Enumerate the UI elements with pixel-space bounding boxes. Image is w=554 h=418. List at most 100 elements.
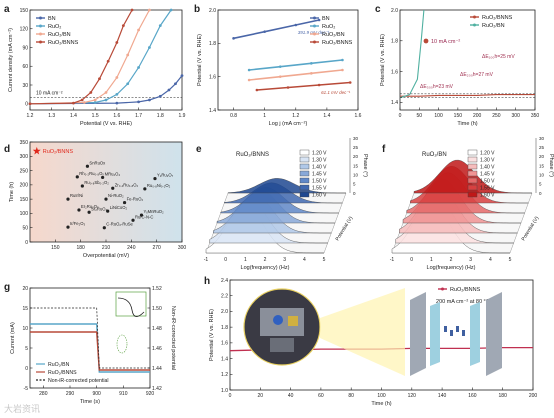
panel-letter: a [4, 4, 10, 15]
inset-box [115, 291, 147, 317]
data-point [80, 98, 84, 102]
data-point [106, 209, 110, 213]
legend-label: BN [322, 16, 330, 22]
legend-label: RuO₂/BN [48, 32, 71, 38]
legend-label: RuO₂/BNNS [48, 40, 79, 46]
light-beam [320, 288, 405, 376]
x-tick-label: 1.3 [48, 113, 55, 119]
tafel-slope-label: 391.9 mV dec⁻¹ [298, 30, 330, 35]
photo-detail [288, 316, 298, 326]
x-tick-label: 1.7 [135, 113, 142, 119]
x-tick-label: 910 [119, 391, 128, 397]
stack-membrane [430, 302, 440, 366]
data-point [286, 86, 290, 89]
data-point [310, 62, 313, 65]
point-label: SnRuOx [89, 160, 106, 165]
z-tick-label: 15 [353, 163, 359, 168]
data-point [153, 176, 157, 181]
x-tick-label: 2 [264, 257, 267, 263]
x-tick-label: 0.8 [230, 113, 237, 119]
data-point [80, 184, 84, 188]
data-point [232, 37, 235, 40]
panel-letter: f [382, 144, 386, 155]
data-point [28, 102, 32, 106]
point-label: RuIr/Ni [70, 193, 83, 198]
legend-label: RuO₂/BNNS [322, 40, 353, 46]
point-label: Er₂Ru₂O₇ [81, 204, 99, 209]
legend-swatch [467, 163, 478, 170]
x-tick-label: 150 [454, 113, 463, 119]
data-point [115, 92, 119, 96]
y-tick-label: 2.0 [209, 8, 216, 14]
x-tick-label: 3 [469, 257, 472, 263]
x-tick-label: 160 [468, 393, 477, 399]
y2-tick-label: 1.48 [152, 326, 162, 332]
x-tick-label: 1.2 [292, 113, 299, 119]
data-point [131, 218, 135, 222]
z-tick-label: 5 [539, 182, 542, 187]
delta-e-annotation: ΔE₃₀₀h=23 mV [420, 84, 454, 90]
legend-label: RuO₂/BNNS [48, 370, 77, 376]
x-tick-label: 0 [399, 113, 402, 119]
legend-label: RuO₂/BN [482, 23, 505, 29]
panel-letter: b [194, 4, 200, 15]
legend-label: 1.60 V [480, 193, 495, 199]
data-point [104, 91, 108, 94]
data-point [104, 197, 108, 201]
series-line-RuO₂ [249, 59, 343, 71]
x-tick-label: 280 [39, 391, 48, 397]
legend-label: 1.55 V [480, 186, 495, 192]
data-point [169, 8, 173, 12]
y-tick-label: 1.8 [209, 41, 216, 47]
series-line-RuO₂/BNNS [30, 331, 150, 371]
y-tick-label: 20 [22, 286, 28, 292]
legend-swatch [299, 163, 310, 170]
x-axis-label: Time (h) [371, 401, 391, 407]
data-point [72, 101, 75, 105]
y-tick-label: 90 [22, 45, 28, 51]
plot-background [30, 142, 182, 242]
data-point [115, 101, 119, 105]
legend-swatch [299, 184, 310, 191]
stack-component [450, 330, 453, 336]
legend-swatch [467, 170, 478, 177]
y-tick-label: 15 [22, 306, 28, 312]
legend-swatch [467, 177, 478, 184]
y-tick-label: 0 [25, 102, 28, 108]
watermark: 大岩资讯 [4, 405, 41, 415]
legend-marker [39, 32, 42, 36]
series-line-BN [233, 19, 320, 40]
point-label: Ru₀.₈Sb₀.₂O₂ [84, 180, 109, 185]
plot-frame [29, 287, 151, 389]
y2-axis-label: Non-iR-corrected potential [170, 306, 176, 370]
z-tick-label: 10 [353, 172, 359, 177]
data-point [139, 213, 144, 217]
y-tick-label: 1.4 [209, 108, 216, 114]
legend-label: RuO₂ [322, 24, 335, 30]
data-point [143, 187, 147, 191]
data-point [158, 24, 162, 28]
legend-marker [313, 32, 316, 36]
highlight-label: RuO₂/BNNS [43, 149, 74, 155]
point-label: Ru₀.₈Ni₀.₂O₂ [147, 183, 171, 188]
data-point [167, 88, 171, 92]
legend-label: RuO₂/BN [48, 362, 70, 368]
data-point [247, 68, 251, 72]
stack-component [462, 330, 465, 336]
point-label: C-RuO₂-RuSe [106, 222, 133, 227]
data-point [158, 94, 162, 98]
x-tick-label: 1.6 [355, 113, 362, 119]
legend-marker [39, 16, 42, 20]
x-tick-label: 40 [288, 393, 294, 399]
y-tick-label: 1.4 [221, 356, 228, 362]
x-tick-label: 900 [92, 391, 101, 397]
y-tick-label: 150 [20, 197, 29, 203]
y-tick-label: 0 [25, 240, 28, 246]
data-point [85, 164, 90, 168]
x-tick-label: 240 [127, 245, 136, 251]
point-label: Ni-RuO₂ [108, 193, 124, 198]
legend-label: 1.60 V [312, 193, 327, 199]
data-point [104, 98, 108, 102]
legend-label: BN [48, 16, 56, 22]
series-line-RuO₂/BN [399, 9, 425, 99]
